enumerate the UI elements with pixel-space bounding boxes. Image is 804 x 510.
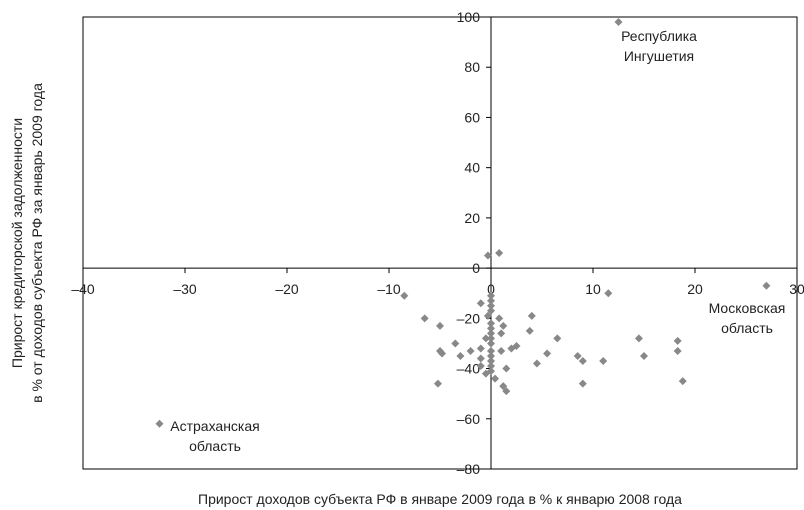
data-point <box>497 346 506 355</box>
data-point <box>451 339 460 348</box>
data-point <box>466 346 475 355</box>
data-point <box>527 311 536 320</box>
y-tick-label: –80 <box>457 461 481 477</box>
annotation-moscow-line1: Московская <box>709 300 786 316</box>
data-point <box>553 334 562 343</box>
y-tick-label: 40 <box>464 160 480 176</box>
data-point <box>578 357 587 366</box>
x-tick-label: 0 <box>487 281 495 297</box>
data-point <box>483 251 492 260</box>
x-tick-label: 20 <box>687 281 703 297</box>
y-tick-label: 100 <box>457 9 481 25</box>
data-point <box>502 364 511 373</box>
data-point <box>578 379 587 388</box>
y-axis-title: Прирост кредиторской задолженности в % о… <box>9 83 45 403</box>
data-point <box>499 321 508 330</box>
data-point <box>491 374 500 383</box>
data-point <box>456 352 465 360</box>
data-point <box>525 326 534 335</box>
data-point <box>400 291 409 300</box>
data-point <box>502 387 511 396</box>
x-tick-label: 10 <box>585 281 601 297</box>
data-point <box>476 362 485 371</box>
data-point <box>420 314 429 323</box>
data-point <box>573 352 582 360</box>
data-point <box>483 311 492 320</box>
svg-text:Прирост кредиторской задолженн: Прирост кредиторской задолженности <box>9 118 25 368</box>
data-point <box>512 341 521 350</box>
data-point <box>476 299 485 308</box>
data-point <box>487 329 495 338</box>
annotation-ingushetia-line1: Республика <box>621 28 697 44</box>
data-point <box>487 357 495 366</box>
data-point <box>487 301 495 310</box>
data-point <box>487 306 495 315</box>
data-point <box>604 289 613 298</box>
data-point <box>495 249 504 258</box>
y-tick-label: 60 <box>464 109 480 125</box>
data-point <box>614 18 623 27</box>
data-point <box>487 367 495 376</box>
annotations: Республика Ингушетия Московская область Астр… <box>170 28 785 454</box>
y-tick-label: 80 <box>464 59 480 75</box>
data-point <box>543 349 552 358</box>
data-point <box>673 346 682 355</box>
data-point <box>640 352 648 360</box>
annotation-ingushetia-line2: Ингушетия <box>624 48 694 64</box>
data-point <box>487 291 495 300</box>
axes <box>82 16 798 470</box>
y-tick-label: 20 <box>464 210 480 226</box>
data-point <box>507 344 516 353</box>
data-point <box>599 357 608 366</box>
data-point <box>476 344 485 353</box>
data-point <box>673 336 682 345</box>
data-points <box>155 18 771 428</box>
data-point <box>438 349 447 358</box>
data-point <box>499 382 508 391</box>
x-tick-label: –10 <box>377 281 401 297</box>
data-point <box>497 329 506 338</box>
y-tick-label: –40 <box>457 361 481 377</box>
data-point <box>487 324 495 333</box>
data-point <box>155 419 164 428</box>
data-point <box>487 362 495 371</box>
data-point <box>487 352 495 360</box>
y-tick-label: –20 <box>457 310 481 326</box>
x-tick-label: –40 <box>71 281 95 297</box>
plot-area-frame <box>82 16 798 470</box>
data-point <box>436 321 444 330</box>
data-point <box>476 354 485 363</box>
annotation-moscow-line2: область <box>721 320 773 336</box>
data-point <box>487 296 495 305</box>
svg-text:в % от доходов субъекта РФ за: в % от доходов субъекта РФ за январь 200… <box>29 83 45 403</box>
annotation-astrakhan-line2: область <box>189 438 241 454</box>
x-tick-label: –20 <box>275 281 299 297</box>
data-point <box>762 281 771 290</box>
x-axis-title: Прирост доходов субъекта РФ в январе 200… <box>198 491 682 507</box>
data-point <box>634 334 643 343</box>
y-tick-label: –60 <box>457 411 481 427</box>
tick-labels: –40 –30 –20 –10 0 10 20 30 –80 –60 –40 –20 0 20 40 60 80… <box>71 9 804 477</box>
data-point <box>495 314 504 323</box>
data-point <box>481 334 490 343</box>
annotation-astrakhan-line1: Астраханская <box>170 418 259 434</box>
x-tick-label: 30 <box>789 281 804 297</box>
data-point <box>487 334 495 343</box>
data-point <box>487 346 495 355</box>
data-point <box>487 339 495 348</box>
data-point <box>487 319 495 328</box>
data-point <box>433 379 442 388</box>
x-tick-label: –30 <box>173 281 197 297</box>
y-tick-label: 0 <box>472 260 480 276</box>
data-point <box>678 377 687 386</box>
data-point <box>532 359 541 368</box>
